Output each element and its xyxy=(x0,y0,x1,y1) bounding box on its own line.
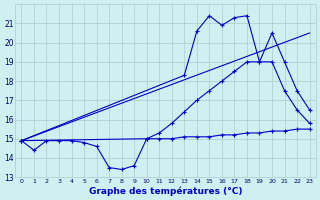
X-axis label: Graphe des températures (°C): Graphe des températures (°C) xyxy=(89,186,242,196)
